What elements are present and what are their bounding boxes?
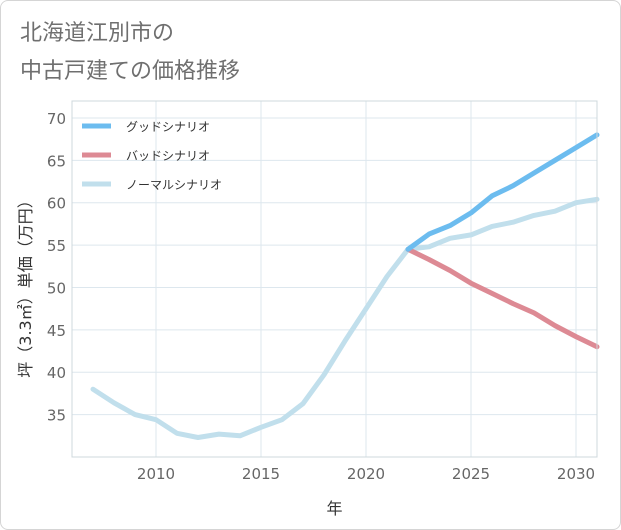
chart-title-line-2: 中古戸建ての価格推移: [20, 59, 241, 84]
grid-lines: [72, 101, 597, 457]
x-tick-label: 2020: [347, 465, 385, 483]
x-tick-label: 2010: [137, 465, 175, 483]
y-tick-label: 45: [47, 322, 66, 340]
legend-label-good: グッドシナリオ: [126, 120, 210, 134]
legend-label-bad: バッドシナリオ: [126, 149, 210, 163]
y-tick-label: 40: [47, 364, 66, 382]
y-tick-label: 70: [47, 110, 66, 128]
y-tick-label: 35: [47, 407, 66, 425]
chart-title-line-1: 北海道江別市の: [20, 21, 175, 46]
series-line-bad: [405, 246, 600, 350]
series-line-normal: [90, 196, 600, 440]
x-tick-labels: 2010 2015 2020 2025 2030: [137, 465, 595, 483]
x-axis-title: 年: [326, 499, 342, 518]
y-tick-label: 50: [47, 279, 66, 297]
plot-frame: [71, 100, 598, 458]
x-tick-label: 2015: [242, 465, 280, 483]
y-tick-label: 55: [47, 237, 66, 255]
y-tick-label: 65: [47, 152, 66, 170]
x-tick-label: 2025: [452, 465, 490, 483]
y-tick-labels: 35 40 45 50 55 60 65 70: [47, 110, 66, 425]
x-tick-label: 2030: [557, 465, 595, 483]
series-line-good: [405, 132, 600, 252]
y-axis-title: 坪（3.3㎡）単価（万円）: [16, 192, 35, 377]
chart-title: 北海道江別市の 中古戸建ての価格推移: [20, 15, 240, 91]
legend-label-normal: ノーマルシナリオ: [126, 178, 222, 192]
series-lines: [90, 132, 600, 440]
y-tick-label: 60: [47, 195, 66, 213]
